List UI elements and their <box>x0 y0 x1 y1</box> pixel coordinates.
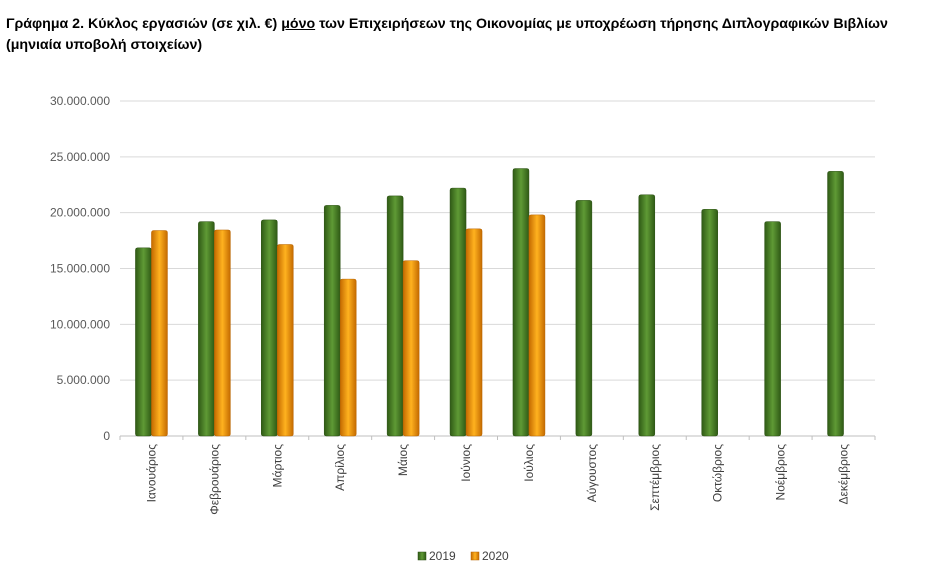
title-part-2: των Επιχειρήσεων της Οικονομίας με υποχρ… <box>6 16 888 53</box>
bar-2020-3 <box>277 244 294 437</box>
x-tick-label: Ιανουάριος <box>144 444 158 503</box>
bar-2019-10 <box>701 209 718 437</box>
bar-2020-6 <box>465 228 483 437</box>
x-tick-label: Δεκέμβριος <box>837 444 851 505</box>
bar-2020-2 <box>214 229 231 437</box>
legend-swatch-2020 <box>470 551 480 561</box>
title-part-1: Γράφημα 2. Κύκλος εργασιών (σε χιλ. €) <box>6 16 282 32</box>
y-tick-label: 15.000.000 <box>50 262 110 276</box>
bar-2019-2 <box>198 221 215 437</box>
bars <box>135 168 844 437</box>
bar-2019-4 <box>323 205 341 437</box>
y-axis: 0 5.000.000 10.000.000 15.000.000 20.000.000… <box>50 94 110 443</box>
x-tick-label: Σεπτέμβριος <box>648 444 662 511</box>
x-tick-label: Ιούνιος <box>459 444 473 482</box>
x-tick-label: Νοέμβριος <box>774 444 788 501</box>
bar-2019-3 <box>261 219 278 437</box>
bar-2019-1 <box>135 247 152 437</box>
bar-2020-1 <box>151 230 168 437</box>
legend-label-2019: 2019 <box>429 549 456 563</box>
y-tick-label: 10.000.000 <box>50 317 110 331</box>
bar-2019-7 <box>512 168 530 437</box>
x-tick-label: Μάρτιος <box>270 444 284 488</box>
x-tick-label: Φεβρουάριος <box>207 444 221 515</box>
gridlines <box>120 100 875 437</box>
bar-2019-5 <box>386 195 404 437</box>
bar-2019-9 <box>638 194 656 437</box>
bar-2019-12 <box>827 171 844 437</box>
x-tick-label: Απρίλιος <box>333 444 347 491</box>
y-tick-label: 0 <box>103 429 110 443</box>
bar-2020-5 <box>402 260 420 437</box>
bar-2019-6 <box>449 187 467 437</box>
y-tick-label: 25.000.000 <box>50 150 110 164</box>
bar-2020-4 <box>339 278 357 437</box>
x-tick-label: Ιούλιος <box>522 444 536 482</box>
legend-swatch-2019 <box>417 551 427 561</box>
y-tick-label: 5.000.000 <box>57 373 111 387</box>
bar-2020-7 <box>528 214 546 437</box>
x-axis: Ιανουάριος Φεβρουάριος Μάρτιος Απρίλιος Μάιο… <box>119 436 876 515</box>
y-tick-label: 30.000.000 <box>50 94 110 108</box>
x-tick-label: Μάιος <box>396 444 410 476</box>
x-tick-label: Οκτώβριος <box>711 444 725 502</box>
title-underlined-word: μόνο <box>281 16 316 32</box>
y-tick-label: 20.000.000 <box>50 206 110 220</box>
chart-title: Γράφημα 2. Κύκλος εργασιών (σε χιλ. €) μ… <box>6 14 911 56</box>
legend-label-2020: 2020 <box>482 549 509 563</box>
bar-2019-11 <box>764 221 781 437</box>
x-tick-label: Αύγουστος <box>585 444 599 502</box>
bar-2019-8 <box>575 200 593 437</box>
legend: 2019 2020 <box>417 549 509 563</box>
